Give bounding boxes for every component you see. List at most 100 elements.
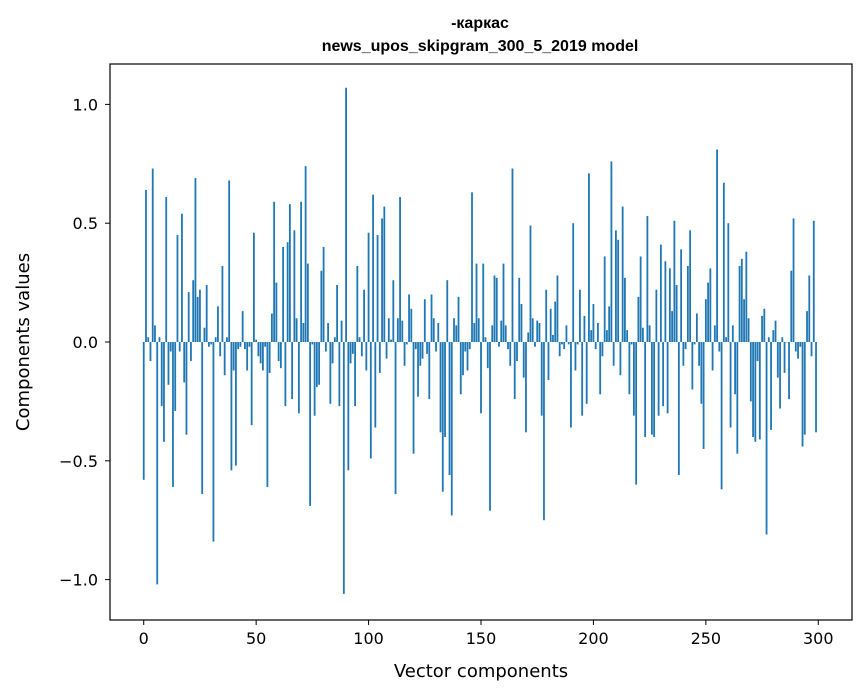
bar-138 — [453, 318, 455, 342]
bar-59 — [275, 282, 278, 342]
bar-92 — [349, 342, 352, 364]
bar-183 — [554, 301, 557, 342]
bar-151 — [482, 263, 485, 342]
bar-89 — [342, 342, 345, 594]
bar-98 — [363, 289, 365, 342]
bar-161 — [504, 325, 507, 342]
bar-272 — [754, 342, 757, 442]
bar-88 — [340, 320, 343, 342]
bar-23 — [194, 178, 197, 342]
bar-67 — [293, 230, 296, 342]
bar-33 — [217, 306, 219, 342]
bar-69 — [297, 342, 300, 414]
bar-203 — [599, 342, 602, 395]
bar-246 — [695, 313, 698, 342]
bar-30 — [210, 342, 213, 345]
bar-226 — [650, 342, 653, 435]
bar-163 — [509, 342, 512, 366]
bar-83 — [329, 342, 332, 404]
bar-112 — [394, 342, 397, 495]
bar-54 — [264, 342, 267, 347]
bar-244 — [691, 342, 694, 390]
bar-114 — [399, 197, 401, 342]
bar-299 — [815, 342, 817, 433]
bar-7 — [158, 337, 161, 342]
bar-66 — [291, 342, 294, 400]
bar-296 — [808, 275, 811, 342]
bar-159 — [500, 320, 503, 342]
bar-276 — [763, 308, 766, 342]
bar-289 — [792, 218, 795, 342]
bar-64 — [286, 242, 289, 342]
bar-254 — [713, 325, 716, 342]
bar-278 — [767, 337, 770, 342]
bar-186 — [561, 342, 563, 345]
bar-279 — [770, 342, 772, 430]
bar-53 — [262, 342, 264, 371]
bar-249 — [702, 342, 705, 449]
bar-180 — [547, 342, 550, 381]
bar-119 — [410, 308, 413, 342]
bar-149 — [477, 318, 480, 342]
bar-96 — [358, 337, 361, 342]
bar-232 — [664, 261, 667, 342]
bar-0 — [142, 342, 145, 480]
bar-17 — [181, 213, 183, 342]
y-tick-label: 0.0 — [73, 333, 98, 352]
bar-22 — [192, 280, 195, 342]
bar-60 — [277, 342, 280, 362]
bar-242 — [686, 265, 689, 342]
y-tick-label: 1.0 — [73, 95, 98, 114]
bar-209 — [612, 342, 615, 366]
bar-36 — [223, 342, 226, 376]
bar-115 — [401, 320, 404, 342]
x-axis-ticks: 0 50 100 150 200 250 300 — [139, 620, 834, 648]
bar-266 — [740, 258, 743, 342]
bar-91 — [347, 342, 350, 471]
bar-248 — [700, 342, 703, 404]
bar-20 — [187, 292, 190, 342]
bar-295 — [806, 311, 808, 342]
bar-87 — [338, 342, 341, 407]
bar-191 — [572, 223, 575, 342]
bar-227 — [653, 342, 656, 438]
bar-8 — [160, 342, 163, 407]
x-axis-label: Vector components — [394, 661, 568, 682]
bar-167 — [518, 277, 521, 342]
bar-125 — [423, 299, 426, 342]
bar-269 — [747, 318, 750, 342]
bar-208 — [610, 161, 613, 342]
bar-297 — [810, 342, 813, 357]
bar-4 — [151, 168, 154, 342]
bar-282 — [776, 342, 779, 378]
bar-202 — [597, 322, 599, 342]
bar-187 — [563, 342, 566, 350]
bar-274 — [758, 342, 761, 440]
bar-170 — [525, 342, 527, 433]
bar-158 — [498, 342, 500, 347]
bar-26 — [201, 342, 204, 495]
bar-27 — [203, 327, 206, 342]
bar-223 — [644, 342, 647, 438]
bar-179 — [545, 289, 548, 342]
bar-160 — [502, 263, 505, 342]
bar-171 — [527, 332, 530, 342]
bar-233 — [666, 342, 669, 414]
bar-268 — [745, 251, 748, 342]
bar-55 — [266, 342, 269, 487]
bar-256 — [718, 342, 721, 352]
bar-212 — [619, 342, 622, 376]
bar-104 — [376, 235, 379, 342]
bar-74 — [309, 342, 312, 506]
bar-124 — [421, 342, 424, 359]
bar-120 — [412, 342, 415, 454]
bar-121 — [414, 342, 417, 350]
bar-277 — [765, 342, 768, 535]
bar-109 — [387, 318, 390, 342]
bar-68 — [295, 318, 298, 342]
bar-264 — [736, 342, 739, 454]
bar-262 — [731, 325, 734, 342]
bar-62 — [282, 246, 285, 342]
bar-3 — [149, 342, 152, 362]
bar-136 — [448, 342, 451, 476]
